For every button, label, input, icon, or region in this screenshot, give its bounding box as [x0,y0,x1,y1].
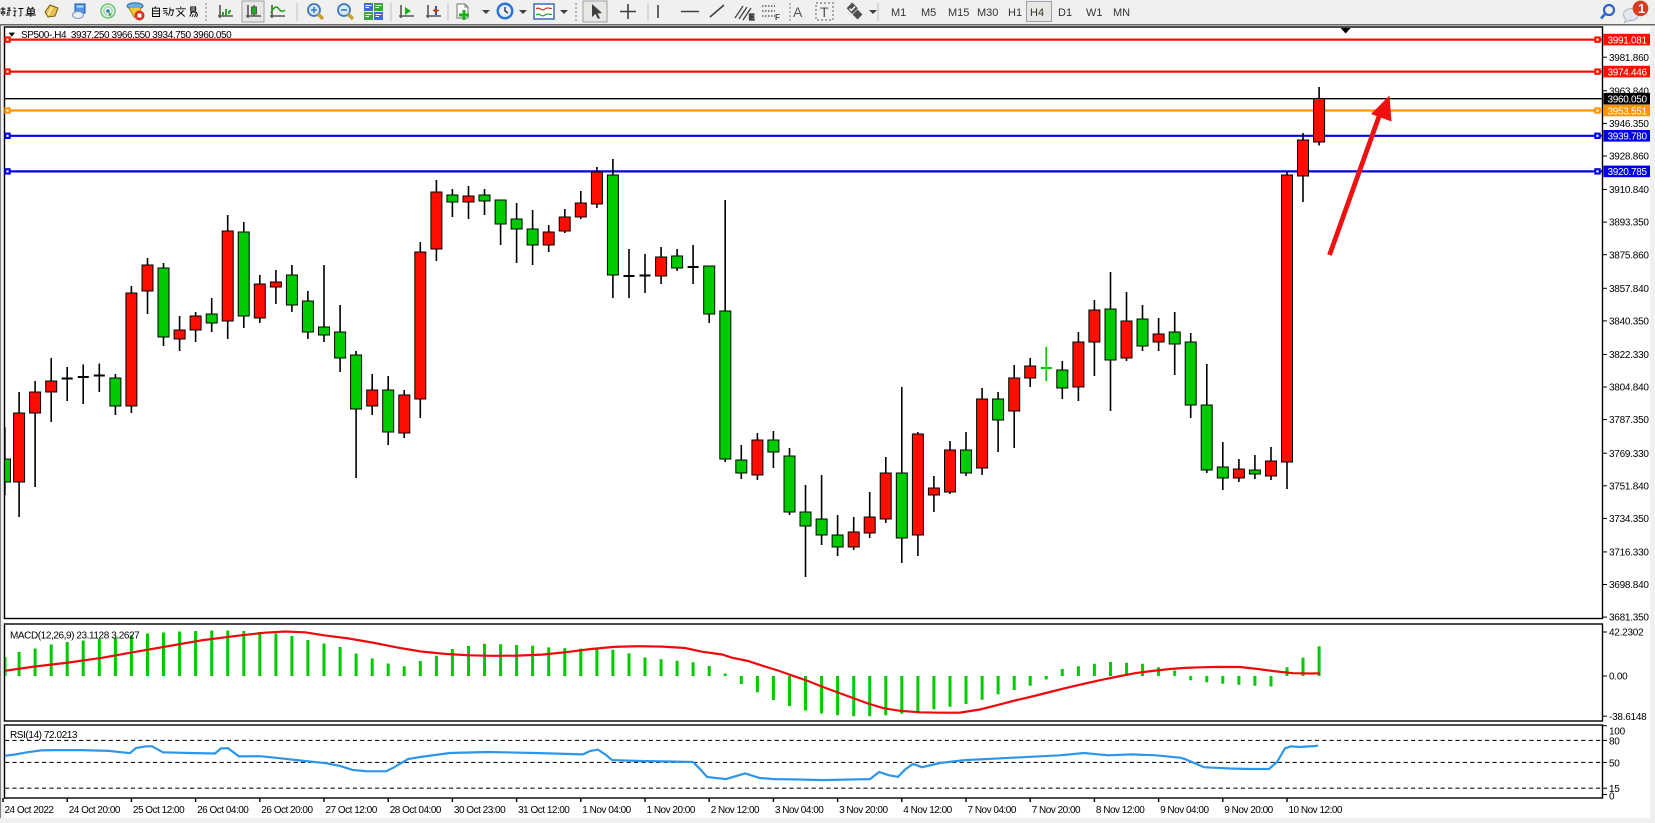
svg-text:RSI(14) 72.0213: RSI(14) 72.0213 [10,730,78,741]
svg-text:1 Nov 20:00: 1 Nov 20:00 [647,805,696,816]
svg-text:28 Oct 04:00: 28 Oct 04:00 [390,805,442,816]
svg-text:9 Nov 04:00: 9 Nov 04:00 [1160,805,1209,816]
svg-text:E: E [749,13,755,22]
svg-text:26 Oct 20:00: 26 Oct 20:00 [261,805,313,816]
svg-text:3716.330: 3716.330 [1609,548,1649,559]
svg-text:1 Nov 04:00: 1 Nov 04:00 [582,805,631,816]
svg-text:3910.840: 3910.840 [1609,185,1649,196]
svg-text:F: F [775,13,780,22]
svg-text:3769.330: 3769.330 [1609,449,1649,460]
svg-text:3960.050: 3960.050 [1608,95,1648,106]
svg-text:3991.081: 3991.081 [1608,35,1648,46]
svg-text:3939.780: 3939.780 [1608,132,1648,143]
svg-text:1: 1 [1638,1,1645,16]
svg-text:15: 15 [1609,784,1620,795]
svg-text:4 Nov 12:00: 4 Nov 12:00 [903,805,952,816]
svg-text:M15: M15 [948,7,969,19]
svg-text:M1: M1 [891,7,906,19]
svg-text:3963.840: 3963.840 [1609,86,1649,97]
svg-text:M30: M30 [977,7,998,19]
svg-text:8 Nov 12:00: 8 Nov 12:00 [1096,805,1145,816]
svg-text:3981.860: 3981.860 [1609,53,1649,64]
svg-text:3787.350: 3787.350 [1609,415,1649,426]
svg-text:3893.350: 3893.350 [1609,218,1649,229]
svg-text:31 Oct 12:00: 31 Oct 12:00 [518,805,570,816]
svg-text:24 Oct 20:00: 24 Oct 20:00 [69,805,121,816]
svg-text:H1: H1 [1008,7,1022,19]
svg-text:3822.330: 3822.330 [1609,350,1649,361]
svg-text:3974.446: 3974.446 [1608,67,1648,78]
svg-text:3681.350: 3681.350 [1609,613,1649,624]
svg-text:80: 80 [1609,736,1620,747]
svg-text:3804.840: 3804.840 [1609,383,1649,394]
svg-text:2 Nov 12:00: 2 Nov 12:00 [711,805,760,816]
svg-text:-38.6148: -38.6148 [1609,712,1647,723]
svg-text:27 Oct 12:00: 27 Oct 12:00 [326,805,378,816]
svg-text:3698.840: 3698.840 [1609,580,1649,591]
svg-text:10 Nov 12:00: 10 Nov 12:00 [1289,805,1343,816]
svg-text:H4: H4 [1030,7,1044,19]
svg-text:42.2302: 42.2302 [1609,628,1644,639]
svg-text:3875.860: 3875.860 [1609,250,1649,261]
svg-text:26 Oct 04:00: 26 Oct 04:00 [197,805,249,816]
svg-text:SP500-.H4 3937.250 3966.550 3: SP500-.H4 3937.250 3966.550 3934.750 396… [21,30,232,41]
svg-text:3920.785: 3920.785 [1608,167,1648,178]
svg-text:3928.860: 3928.860 [1609,152,1649,163]
svg-text:100: 100 [1609,726,1626,737]
svg-text:A: A [793,4,803,20]
svg-text:7 Nov 20:00: 7 Nov 20:00 [1032,805,1081,816]
svg-text:25 Oct 12:00: 25 Oct 12:00 [133,805,185,816]
svg-text:24 Oct 2022: 24 Oct 2022 [5,805,55,816]
svg-text:0.00: 0.00 [1609,672,1628,683]
svg-text:3 Nov 04:00: 3 Nov 04:00 [775,805,824,816]
svg-text:3751.840: 3751.840 [1609,481,1649,492]
svg-text:7 Nov 04:00: 7 Nov 04:00 [968,805,1017,816]
svg-text:M5: M5 [921,7,936,19]
svg-text:50: 50 [1609,758,1620,769]
svg-text:W1: W1 [1086,7,1103,19]
svg-text:3734.350: 3734.350 [1609,514,1649,525]
svg-text:T: T [820,4,829,20]
svg-text:30 Oct 23:00: 30 Oct 23:00 [454,805,506,816]
svg-text:MN: MN [1113,7,1130,19]
svg-text:3953.551: 3953.551 [1608,106,1648,117]
svg-text:MACD(12,26,9) 23.1128 3.2627: MACD(12,26,9) 23.1128 3.2627 [10,631,140,642]
svg-text:0: 0 [1609,791,1615,802]
svg-text:3946.350: 3946.350 [1609,119,1649,130]
svg-text:D1: D1 [1058,7,1072,19]
svg-text:3840.350: 3840.350 [1609,317,1649,328]
svg-text:9 Nov 20:00: 9 Nov 20:00 [1224,805,1273,816]
svg-text:3 Nov 20:00: 3 Nov 20:00 [839,805,888,816]
svg-text:3857.840: 3857.840 [1609,284,1649,295]
